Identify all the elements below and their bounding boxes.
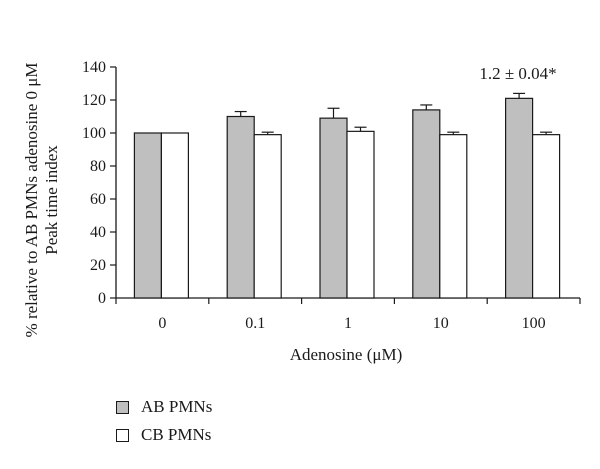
- bar-ab-pmns-0: [133, 132, 162, 299]
- x-tick-label: 100: [522, 315, 546, 332]
- x-tick-label: 1: [344, 315, 352, 332]
- legend-label-ab: AB PMNs: [141, 397, 213, 416]
- y-tick-label: 0: [98, 290, 106, 307]
- y-axis-label-line2: Peak time index: [42, 145, 61, 255]
- bar-cb-pmns-0: [160, 132, 189, 299]
- y-tick-label: 20: [90, 257, 106, 274]
- significance-annotation: 1.2 ± 0.04*: [479, 64, 556, 83]
- legend-item-cb-pmns: CB PMNs: [116, 424, 212, 446]
- x-tick-label: 0.1: [245, 315, 265, 332]
- y-tick-label: 120: [82, 92, 106, 109]
- bar-ab-pmns-1: [319, 117, 348, 299]
- y-tick-label: 60: [90, 191, 106, 208]
- bar-ab-pmns-0.1: [226, 115, 255, 299]
- bar-cb-pmns-1: [346, 130, 375, 299]
- x-tick-label: 10: [433, 315, 449, 332]
- y-tick-label: 100: [82, 125, 106, 142]
- x-tick-label: 0: [158, 315, 166, 332]
- bar-ab-pmns-10: [412, 109, 441, 299]
- legend-label-cb: CB PMNs: [141, 425, 212, 444]
- legend-item-ab-pmns: AB PMNs: [116, 396, 212, 418]
- bar-chart: % relative to AB PMNs adenosine 0 μM Pea…: [22, 59, 581, 364]
- bar-ab-pmns-100: [505, 97, 534, 299]
- bar-cb-pmns-10: [439, 134, 468, 299]
- legend-swatch-cb: [116, 428, 129, 442]
- bar-cb-pmns-100: [531, 134, 561, 299]
- y-tick-label: 80: [90, 158, 106, 175]
- y-tick-label: 140: [82, 59, 106, 76]
- legend: AB PMNs CB PMNs: [116, 396, 212, 452]
- y-tick-label: 40: [90, 224, 106, 241]
- legend-swatch-ab: [116, 400, 129, 414]
- y-axis-label-line1: % relative to AB PMNs adenosine 0 μM: [22, 63, 41, 338]
- bar-cb-pmns-0.1: [253, 134, 282, 299]
- x-axis-label: Adenosine (μM): [290, 345, 403, 364]
